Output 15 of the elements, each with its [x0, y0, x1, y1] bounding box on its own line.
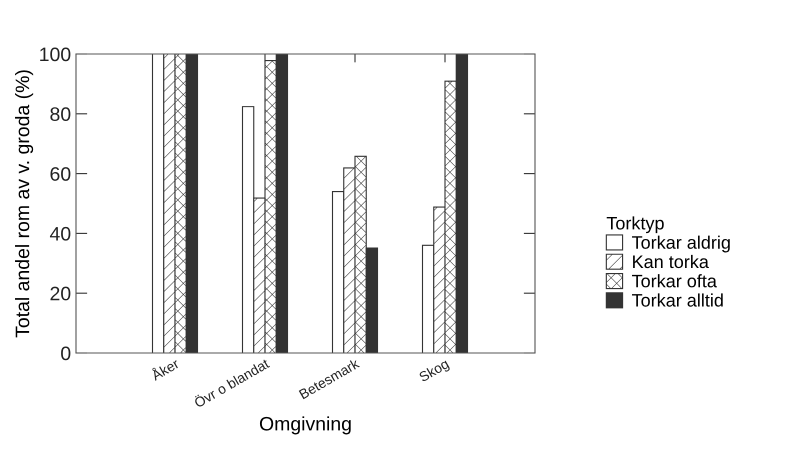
x-axis-title: Omgivning: [260, 416, 351, 434]
y-tick-label: 20: [50, 286, 70, 300]
y-tick-label: 60: [50, 167, 70, 181]
y-tick-label: 100: [40, 47, 70, 62]
legend-label: Torkar alltid: [632, 293, 723, 307]
y-axis-title: Total andel rom av v. groda (%): [15, 70, 34, 338]
x-tick-label: Åker: [149, 356, 180, 381]
legend-label: Kan torka: [633, 254, 709, 268]
legend-label: Torkar ofta: [632, 274, 717, 288]
y-tick-label: 40: [50, 226, 70, 241]
y-tick-label: 0: [61, 346, 70, 360]
x-tick-label: Skog: [418, 358, 451, 385]
y-tick-label: 80: [50, 107, 70, 122]
legend-title: Torktyp: [606, 216, 664, 234]
legend-label: Torkar aldrig: [632, 236, 730, 252]
